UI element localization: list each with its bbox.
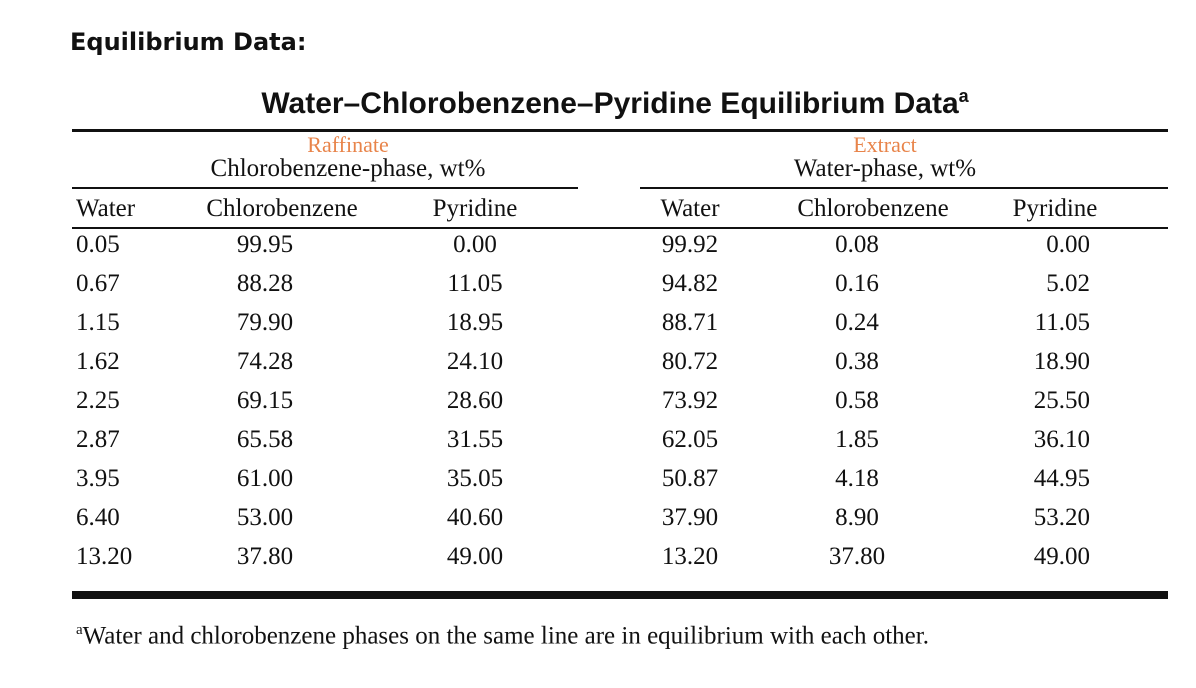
table-title: Water–Chlorobenzene–Pyridine Equilibrium… — [0, 86, 1196, 121]
table-cell: 0.00 — [453, 231, 497, 258]
table-cell: 49.00 — [1033, 543, 1090, 570]
table-cell: 8.90 — [835, 504, 879, 531]
table-cell: 79.90 — [236, 309, 294, 336]
bottom-rule — [72, 591, 1168, 599]
heading: Equilibrium Data: — [70, 28, 307, 56]
table-cell: 0.00 — [1046, 231, 1090, 258]
table-cell: 53.00 — [236, 504, 294, 531]
table-cell: 0.08 — [835, 231, 879, 258]
footnote: aWater and chlorobenzene phases on the s… — [76, 612, 1136, 654]
table-cell: 50.87 — [661, 465, 719, 492]
table-cell: 0.24 — [835, 309, 879, 336]
table-cell: 13.20 — [76, 543, 133, 570]
table-cell: 53.20 — [1033, 504, 1090, 531]
table-cell: 0.05 — [76, 231, 120, 258]
table-cell: 69.15 — [236, 387, 294, 414]
group-caption: Water-phase, wt% — [793, 155, 977, 182]
group-rule — [72, 187, 578, 189]
table-cell: 80.72 — [661, 348, 719, 375]
table-cell: 0.38 — [835, 348, 879, 375]
title-note: a — [958, 86, 969, 106]
title-text: Water–Chlorobenzene–Pyridine Equilibrium… — [261, 87, 959, 120]
table-cell: 11.05 — [1034, 309, 1090, 336]
table-cell: 49.00 — [446, 543, 504, 570]
group-caption: Chlorobenzene-phase, wt% — [210, 155, 486, 182]
table-cell: 4.18 — [835, 465, 879, 492]
table-cell: 62.05 — [661, 426, 719, 453]
table-cell: 73.92 — [661, 387, 719, 414]
table-cell: 11.05 — [447, 270, 503, 297]
table-cell: 74.28 — [236, 348, 294, 375]
table-cell: 5.02 — [1046, 270, 1090, 297]
table-cell: 44.95 — [1033, 465, 1090, 492]
table-cell: 0.67 — [76, 270, 120, 297]
table-cell: 37.90 — [661, 504, 719, 531]
header-rule — [72, 227, 1168, 229]
table-cell: 1.62 — [76, 348, 120, 375]
column-header: Chlorobenzene — [797, 195, 949, 222]
group-rule — [640, 187, 1168, 189]
table-cell: 6.40 — [76, 504, 120, 531]
table-cell: 94.82 — [661, 270, 719, 297]
table-cell: 36.10 — [1033, 426, 1090, 453]
table-cell: 61.00 — [236, 465, 294, 492]
table-cell: 13.20 — [661, 543, 719, 570]
column-header: Water — [660, 195, 720, 222]
footnote-text: Water and chlorobenzene phases on the sa… — [82, 622, 929, 650]
table-cell: 37.80 — [828, 543, 886, 570]
column-header: Pyridine — [1012, 195, 1098, 222]
table-cell: 25.50 — [1033, 387, 1090, 414]
table-cell: 0.16 — [835, 270, 879, 297]
table-cell: 88.71 — [661, 309, 719, 336]
top-rule — [72, 129, 1168, 132]
table-cell: 2.87 — [76, 426, 120, 453]
table-cell: 88.28 — [236, 270, 294, 297]
table-cell: 99.95 — [236, 231, 294, 258]
footnote-marker: a — [76, 622, 83, 638]
table-cell: 28.60 — [446, 387, 504, 414]
table-cell: 0.58 — [835, 387, 879, 414]
group-label: Raffinate — [307, 132, 389, 157]
group-label: Extract — [853, 132, 917, 157]
table-cell: 1.85 — [835, 426, 879, 453]
table-cell: 1.15 — [76, 309, 120, 336]
table-cell: 65.58 — [236, 426, 294, 453]
table-cell: 24.10 — [446, 348, 504, 375]
table-cell: 40.60 — [446, 504, 504, 531]
column-header: Water — [76, 195, 136, 222]
table-cell: 3.95 — [76, 465, 120, 492]
column-header: Pyridine — [432, 195, 518, 222]
column-header: Chlorobenzene — [206, 195, 358, 222]
table-cell: 37.80 — [236, 543, 294, 570]
table-cell: 18.90 — [1033, 348, 1090, 375]
table-cell: 18.95 — [446, 309, 504, 336]
table-cell: 31.55 — [446, 426, 504, 453]
table-cell: 2.25 — [76, 387, 120, 414]
table-cell: 99.92 — [661, 231, 719, 258]
table-cell: 35.05 — [446, 465, 504, 492]
